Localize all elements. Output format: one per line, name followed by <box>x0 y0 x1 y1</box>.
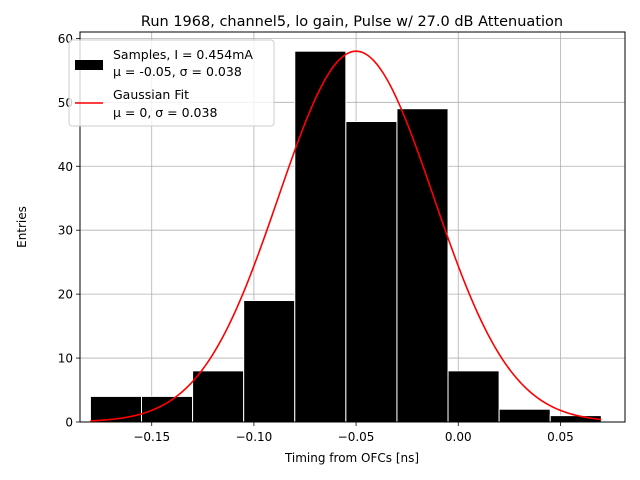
legend-fit-label-1: Gaussian Fit <box>113 87 189 102</box>
x-tick-label: 0.05 <box>547 430 574 444</box>
legend-samples-swatch <box>75 60 103 70</box>
plot-frame <box>79 31 626 423</box>
x-tick-label: −0.15 <box>133 430 170 444</box>
y-axis-label: Entries <box>15 206 29 248</box>
gaussian-fit-line <box>90 50 602 422</box>
y-tick-label: 40 <box>58 160 73 174</box>
histogram-bar <box>396 108 449 423</box>
y-tick-label: 0 <box>65 416 73 430</box>
histogram-bars <box>89 50 602 423</box>
x-axis-label: Timing from OFCs [ns] <box>284 451 419 465</box>
legend-samples-label-2: μ = -0.05, σ = 0.038 <box>113 64 242 79</box>
histogram-bar <box>141 395 194 423</box>
x-tick-label: −0.05 <box>338 430 375 444</box>
y-tick-label: 30 <box>58 224 73 238</box>
y-tick-label: 10 <box>58 352 73 366</box>
histogram-bar <box>498 408 551 423</box>
x-tick-label: 0.00 <box>445 430 472 444</box>
y-tick-label: 20 <box>58 288 73 302</box>
legend: Samples, I = 0.454mA μ = -0.05, σ = 0.03… <box>68 39 275 127</box>
x-tick-label: −0.10 <box>236 430 273 444</box>
legend-box <box>68 39 275 127</box>
legend-samples-label-1: Samples, I = 0.454mA <box>113 47 253 62</box>
legend-fit-label-2: μ = 0, σ = 0.038 <box>113 105 217 120</box>
histogram-bar <box>243 300 296 423</box>
x-axis-ticks: −0.15 −0.10 −0.05 0.00 0.05 <box>133 422 574 444</box>
histogram-bar <box>345 121 398 423</box>
chart-title: Run 1968, channel5, lo gain, Pulse w/ 27… <box>141 14 563 30</box>
histogram-bar <box>447 370 500 423</box>
histogram-bar <box>294 50 347 423</box>
histogram-bar <box>192 370 245 423</box>
